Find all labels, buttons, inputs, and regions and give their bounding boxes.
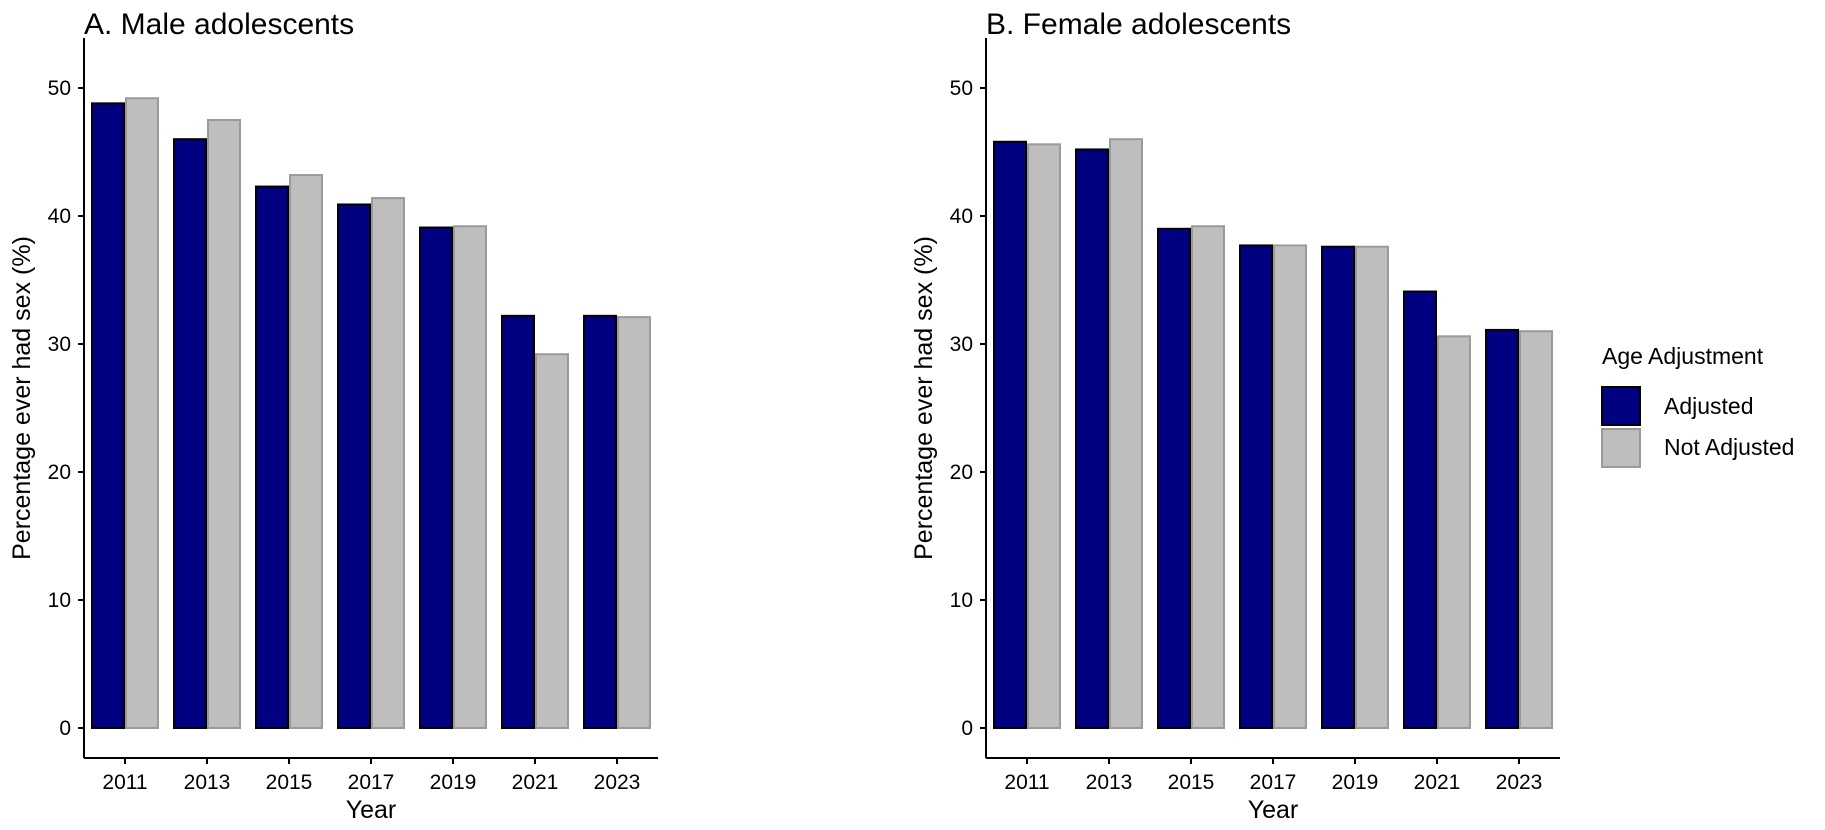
x-tick-label: 2015 (1168, 771, 1215, 794)
y-tick-label: 20 (48, 461, 71, 484)
y-tick-label: 30 (48, 333, 71, 356)
bar-adjusted-2019 (419, 226, 453, 730)
x-tick-label: 2011 (1004, 771, 1049, 794)
bar-not-adjusted-2023 (617, 316, 651, 729)
y-tick-label: 30 (950, 333, 973, 356)
bars (993, 138, 1553, 730)
legend-swatch-not-adjusted (1601, 428, 1641, 468)
legend-swatch-adjusted (1601, 386, 1641, 426)
bar-adjusted-2023 (1485, 328, 1519, 729)
bar-not-adjusted-2019 (1355, 245, 1389, 729)
x-tick-label: 2011 (102, 771, 147, 794)
bar-adjusted-2013 (173, 138, 207, 729)
y-tick-label: 0 (59, 717, 71, 740)
x-axis-title: Year (346, 796, 397, 824)
y-axis-ticks: 0 10 20 30 40 50 (950, 77, 986, 740)
bar-adjusted-2015 (1157, 227, 1191, 730)
bar-not-adjusted-2017 (371, 197, 405, 729)
bar-adjusted-2011 (993, 140, 1027, 729)
x-tick-label: 2021 (512, 771, 559, 794)
y-tick-label: 50 (48, 77, 71, 100)
bar-adjusted-2017 (1239, 244, 1273, 729)
bar-adjusted-2023 (583, 314, 617, 729)
bar-not-adjusted-2011 (1027, 143, 1061, 729)
bar-adjusted-2021 (501, 314, 535, 729)
x-axis-ticks: 2011 2013 2015 2017 2019 2021 2023 (1004, 758, 1542, 794)
x-tick-label: 2021 (1414, 771, 1461, 794)
y-tick-label: 50 (950, 77, 973, 100)
bar-not-adjusted-2021 (535, 353, 569, 729)
legend: Age Adjustment Adjusted Not Adjusted (1601, 343, 1794, 468)
legend-title: Age Adjustment (1602, 343, 1764, 369)
bar-not-adjusted-2011 (125, 97, 159, 730)
legend-label-adjusted: Adjusted (1664, 393, 1754, 419)
y-tick-label: 40 (950, 205, 973, 228)
bar-adjusted-2017 (337, 203, 371, 730)
bar-not-adjusted-2013 (1109, 138, 1143, 729)
bar-adjusted-2015 (255, 185, 289, 729)
bars (91, 97, 651, 730)
x-tick-label: 2019 (430, 771, 477, 794)
y-tick-label: 20 (950, 461, 973, 484)
panel-title: A. Male adolescents (84, 8, 354, 41)
x-tick-label: 2015 (266, 771, 313, 794)
y-axis-title: Percentage ever had sex (%) (8, 236, 36, 560)
bar-adjusted-2019 (1321, 245, 1355, 729)
x-tick-label: 2017 (348, 771, 395, 794)
bar-not-adjusted-2015 (289, 174, 323, 730)
bar-adjusted-2021 (1403, 290, 1437, 729)
bar-not-adjusted-2019 (453, 225, 487, 730)
x-tick-label: 2013 (1086, 771, 1133, 794)
y-tick-label: 10 (950, 589, 973, 612)
x-axis-title: Year (1248, 796, 1299, 824)
y-tick-label: 10 (48, 589, 71, 612)
x-tick-label: 2013 (184, 771, 231, 794)
y-tick-label: 0 (961, 717, 973, 740)
panel-title: B. Female adolescents (986, 8, 1291, 41)
x-tick-label: 2017 (1250, 771, 1297, 794)
panel-male-adolescents: A. Male adolescents 0 10 20 30 40 50 2011 2013… (8, 8, 658, 824)
y-axis-ticks: 0 10 20 30 40 50 (48, 77, 84, 740)
bar-not-adjusted-2013 (207, 119, 241, 729)
bar-not-adjusted-2017 (1273, 244, 1307, 729)
x-tick-label: 2023 (594, 771, 641, 794)
x-tick-label: 2023 (1496, 771, 1543, 794)
bar-adjusted-2013 (1075, 148, 1109, 729)
x-axis-ticks: 2011 2013 2015 2017 2019 2021 2023 (102, 758, 640, 794)
bar-not-adjusted-2015 (1191, 225, 1225, 730)
y-tick-label: 40 (48, 205, 71, 228)
bar-adjusted-2011 (91, 102, 125, 730)
bar-not-adjusted-2021 (1437, 335, 1471, 729)
bar-not-adjusted-2023 (1519, 330, 1553, 729)
y-axis-title: Percentage ever had sex (%) (910, 236, 938, 560)
x-tick-label: 2019 (1332, 771, 1379, 794)
legend-label-not-adjusted: Not Adjusted (1664, 434, 1794, 460)
